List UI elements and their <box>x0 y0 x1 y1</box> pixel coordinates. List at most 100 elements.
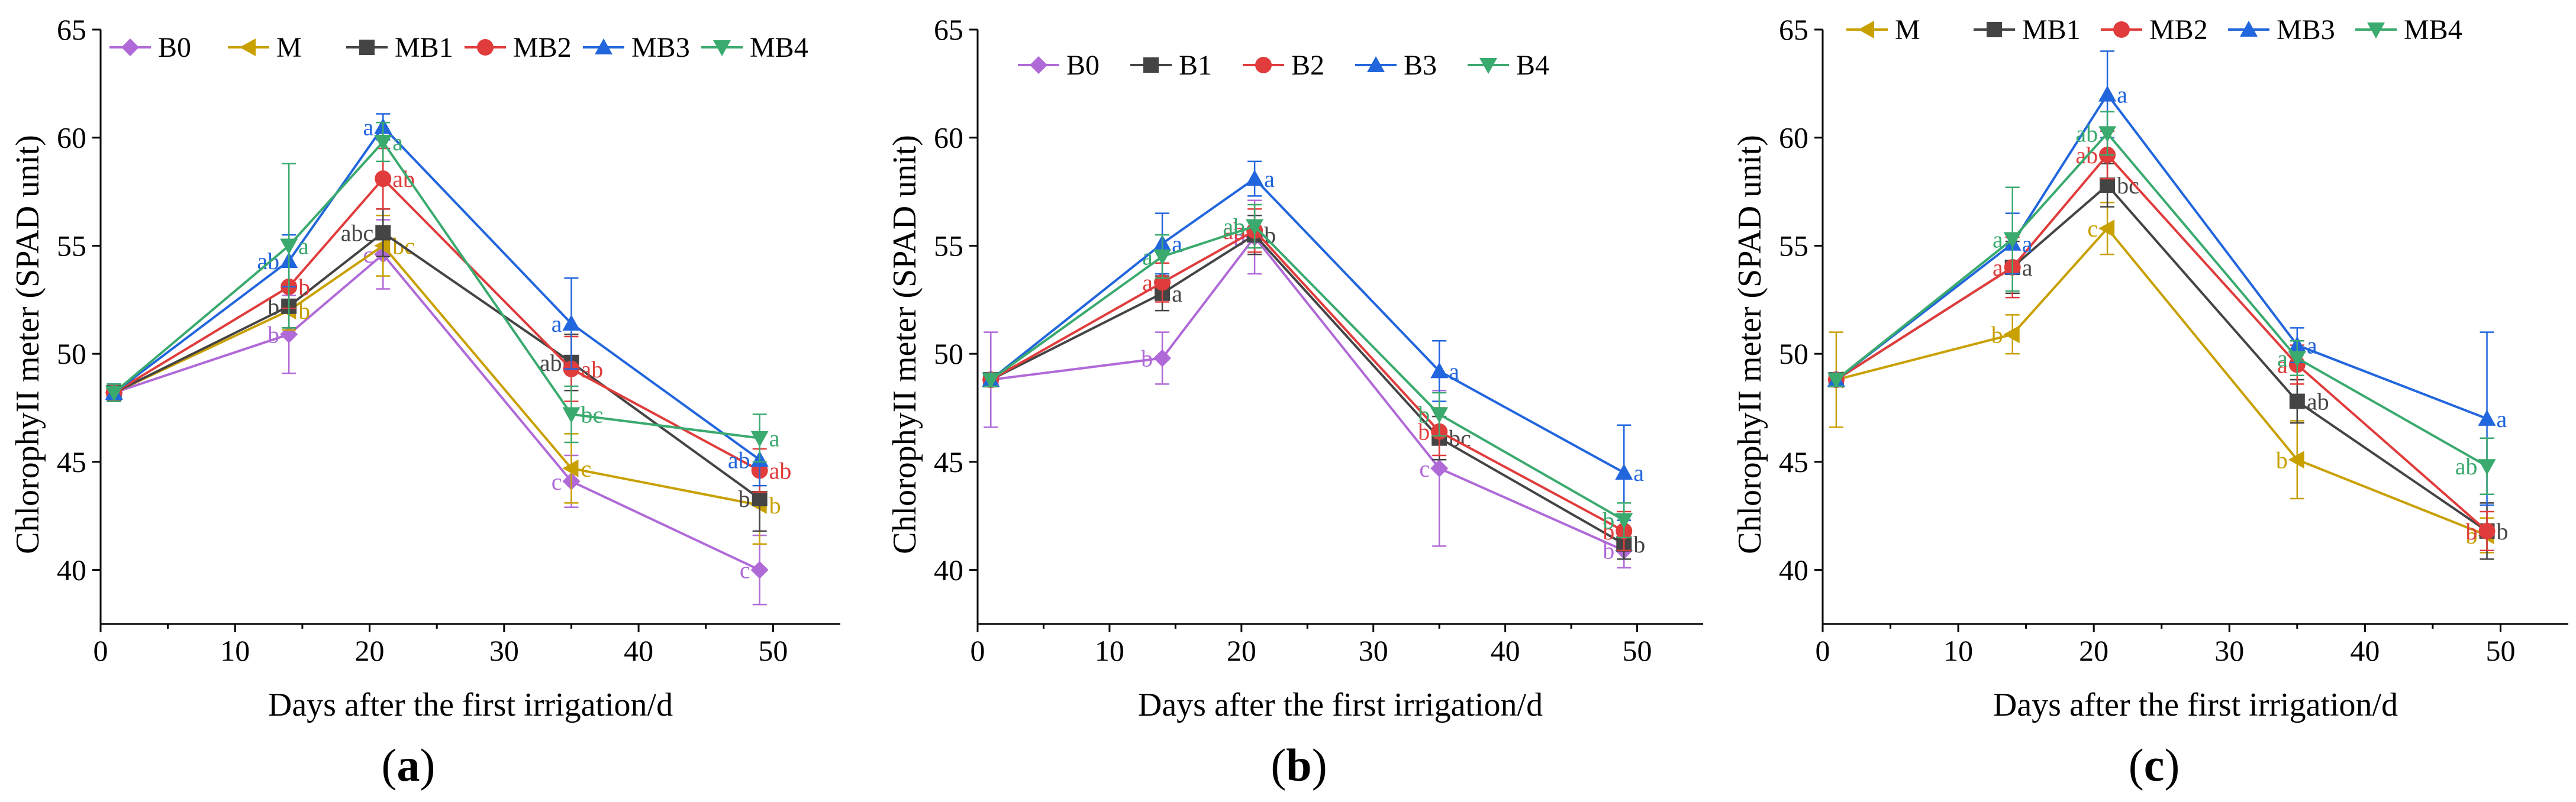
legend-label: MB4 <box>2404 14 2462 46</box>
panel-label-letter: b <box>1286 739 1311 791</box>
y-axis-title: ChlorophyII meter (SPAD unit) <box>1732 135 1768 554</box>
x-axis-title: Days after the first irrigation/d <box>268 687 673 723</box>
y-tick-label: 40 <box>57 554 86 587</box>
significance-label: a <box>552 311 562 337</box>
legend-label: M <box>276 32 302 63</box>
data-point <box>375 225 391 241</box>
legend-label: B3 <box>1404 50 1437 81</box>
legend-label: B2 <box>1291 50 1324 81</box>
legend-marker <box>1367 56 1385 72</box>
legend-label: MB3 <box>631 32 690 63</box>
data-point <box>2098 126 2117 143</box>
y-tick-label: 50 <box>934 337 963 370</box>
series-line <box>1835 92 2488 420</box>
legend-marker <box>240 38 256 56</box>
y-tick-label: 45 <box>934 445 963 478</box>
significance-label: a <box>363 114 374 140</box>
data-point <box>1430 459 1449 477</box>
y-axis-title: ChlorophyII meter (SPAD unit) <box>886 135 923 554</box>
legend-marker <box>2367 22 2385 38</box>
significance-label: ab <box>392 166 415 192</box>
significance-label: b <box>298 274 310 300</box>
panel-label-letter: c <box>2144 739 2165 791</box>
significance-label: a <box>2022 231 2033 257</box>
data-point <box>1827 373 1845 389</box>
significance-label: c <box>1419 455 1430 482</box>
series-line <box>990 229 1625 532</box>
significance-label: bc <box>581 402 603 428</box>
x-tick-label: 40 <box>624 634 653 667</box>
x-tick-label: 40 <box>1491 634 1520 667</box>
significance-label: a <box>298 232 309 259</box>
series-mb4: a a bc a <box>105 121 780 463</box>
data-point <box>1246 170 1264 186</box>
significance-label: b <box>1603 518 1614 545</box>
panel-b: 0 10 20 30 40 50 40 45 50 55 60 65 Days after the fi… <box>886 13 1703 791</box>
significance-label: a <box>1449 358 1459 384</box>
legend-label: MB2 <box>513 32 572 63</box>
x-tick-label: 20 <box>2079 634 2108 667</box>
panel-label-open: ( <box>2129 739 2144 791</box>
legend-marker <box>2113 21 2130 38</box>
significance-label: b <box>1603 538 1614 564</box>
data-point <box>105 385 123 402</box>
y-tick-label: 60 <box>934 121 963 154</box>
legend: M MB1 MB2 MB3 MB4 <box>1846 14 2462 46</box>
series-line <box>1835 131 2488 467</box>
significance-label: a <box>2117 82 2127 108</box>
data-point <box>562 407 581 423</box>
panel-label-open: ( <box>1271 739 1286 791</box>
y-tick-label: 60 <box>57 121 86 154</box>
significance-label: a <box>1172 280 1182 307</box>
data-point <box>2098 85 2117 102</box>
data-point <box>2288 451 2304 469</box>
significance-label: a <box>1993 254 2003 281</box>
y-tick-label: 60 <box>1779 121 1808 154</box>
significance-label: b <box>2276 447 2288 473</box>
panel-label-close: ) <box>2164 739 2180 791</box>
legend-label: B0 <box>158 32 191 63</box>
y-axis-title: ChlorophyII meter (SPAD unit) <box>9 135 46 554</box>
x-tick-label: 0 <box>971 634 985 667</box>
data-point <box>2003 232 2022 248</box>
significance-label: a <box>769 425 780 452</box>
series-line <box>114 253 760 571</box>
x-tick-label: 20 <box>355 634 385 667</box>
legend-marker <box>1987 22 2002 37</box>
panel-label: (b) <box>1271 739 1327 791</box>
data-point <box>2003 325 2020 344</box>
significance-label: a <box>392 129 403 156</box>
panel-c: 0 10 20 30 40 50 40 45 50 55 60 65 Days after the fi… <box>1732 13 2568 791</box>
data-point <box>2478 459 2496 476</box>
y-tick-label: 40 <box>1779 554 1808 587</box>
legend-label: MB2 <box>2149 14 2208 46</box>
x-tick-label: 0 <box>1816 634 1830 667</box>
y-tick-label: 65 <box>934 13 963 46</box>
data-point <box>1615 464 1633 480</box>
significance-label: b <box>1418 419 1430 445</box>
significance-label: a <box>1142 244 1153 270</box>
series-m: b bc c b <box>105 215 781 545</box>
legend-marker <box>1479 58 1497 74</box>
data-point <box>374 237 391 255</box>
significance-label: a <box>2497 406 2507 432</box>
panel-label: (c) <box>2129 739 2180 791</box>
significance-label: a <box>2307 332 2317 359</box>
significance-label: b <box>267 293 279 320</box>
significance-label: c <box>552 468 562 495</box>
legend-label: B1 <box>1179 50 1212 81</box>
significance-label: b <box>298 297 310 324</box>
data-point <box>750 561 769 579</box>
data-point <box>562 459 579 477</box>
data-point <box>1615 513 1633 529</box>
significance-label: a <box>1633 460 1644 486</box>
significance-label: a <box>1264 166 1275 192</box>
x-tick-label: 30 <box>1359 634 1388 667</box>
